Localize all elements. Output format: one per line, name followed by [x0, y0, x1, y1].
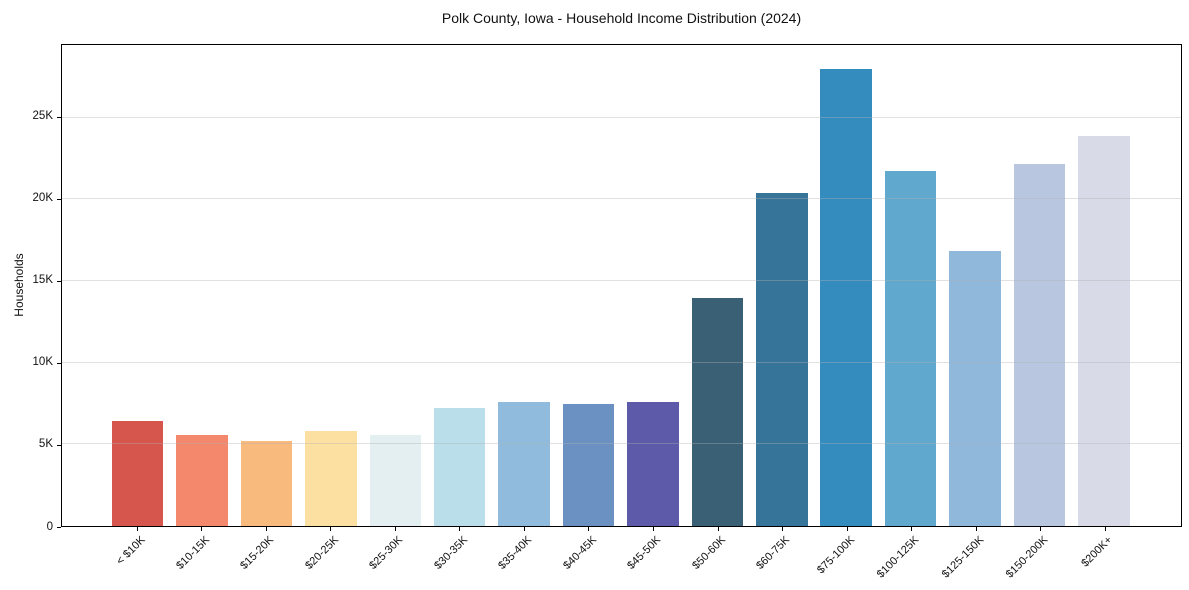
- x-tick-label-text: $10-15K: [173, 534, 212, 572]
- y-tick-label: 25K: [32, 110, 53, 123]
- bar-10-15k: [176, 435, 228, 526]
- x-tick-mark: [265, 527, 267, 531]
- bar-60-75k: [755, 193, 808, 526]
- x-tick-label-text: $100-125K: [875, 534, 922, 581]
- bar-40-45k: [562, 404, 615, 526]
- x-tick-mark: [330, 527, 332, 531]
- gridline-25K: [62, 116, 1181, 118]
- bar-45-50k: [627, 401, 679, 526]
- x-tick-label-text: $25-30K: [367, 534, 406, 572]
- y-tick-label: 0: [46, 520, 53, 533]
- bar-20-25k: [305, 431, 357, 526]
- x-tick-label-text: $15-20K: [238, 534, 277, 572]
- x-tick-mark: [394, 527, 396, 531]
- x-tick-label-text: $40-45K: [561, 534, 599, 572]
- x-tick-mark: [975, 527, 977, 531]
- bar-15-20k: [240, 441, 293, 526]
- y-tick-mark: [57, 527, 61, 528]
- x-tick-label-text: $30-35K: [431, 534, 470, 572]
- y-tick-mark: [57, 198, 61, 200]
- x-tick-label-text: $50-60K: [690, 534, 728, 572]
- bar-50-60k: [691, 298, 744, 526]
- bar-200k: [1078, 135, 1130, 526]
- y-tick-label: 20K: [32, 192, 53, 205]
- x-tick-mark: [717, 527, 719, 531]
- bar-100-125k: [884, 170, 937, 526]
- y-tick-label: 15K: [32, 274, 53, 287]
- x-tick-mark: [1104, 527, 1106, 531]
- x-tick-mark: [201, 527, 203, 531]
- bar-10k: [111, 421, 164, 526]
- bar-25-30k: [369, 434, 422, 526]
- x-tick-mark: [652, 527, 654, 531]
- chart-title: Polk County, Iowa - Household Income Dis…: [441, 10, 802, 26]
- x-tick-label-text: $200K+: [1079, 534, 1116, 570]
- x-tick-mark: [523, 527, 525, 531]
- bar-30-35k: [433, 408, 486, 526]
- plot-area: [61, 44, 1182, 527]
- x-tick-mark: [911, 527, 913, 531]
- x-tick-label-text: $35-40K: [496, 534, 535, 572]
- x-tick-label-text: $125-150K: [939, 534, 987, 581]
- y-tick-label: 10K: [32, 356, 53, 369]
- x-tick-label-text: $75-100K: [814, 534, 858, 577]
- bar-35-40k: [498, 402, 550, 526]
- x-tick-label-text: $45-50K: [625, 534, 664, 572]
- x-tick-label-text: < $10K: [113, 534, 148, 568]
- x-tick-mark: [459, 527, 461, 531]
- y-tick-mark: [57, 362, 61, 364]
- x-tick-mark: [136, 527, 138, 531]
- bar-75-100k: [820, 69, 872, 526]
- x-tick-label-text: $60-75K: [754, 534, 793, 572]
- bar-150-200k: [1013, 163, 1066, 526]
- x-tick-mark: [588, 527, 590, 531]
- x-tick-mark: [846, 527, 848, 531]
- x-tick-label-text: $150-200K: [1004, 534, 1051, 581]
- bar-125-150k: [949, 250, 1001, 526]
- y-tick-label: 5K: [38, 438, 53, 451]
- x-tick-mark: [1040, 527, 1042, 531]
- y-tick-mark: [57, 444, 61, 446]
- x-tick-mark: [782, 527, 784, 531]
- x-tick-label-text: $20-25K: [302, 534, 341, 572]
- y-tick-mark: [57, 116, 61, 118]
- y-tick-mark: [57, 280, 61, 282]
